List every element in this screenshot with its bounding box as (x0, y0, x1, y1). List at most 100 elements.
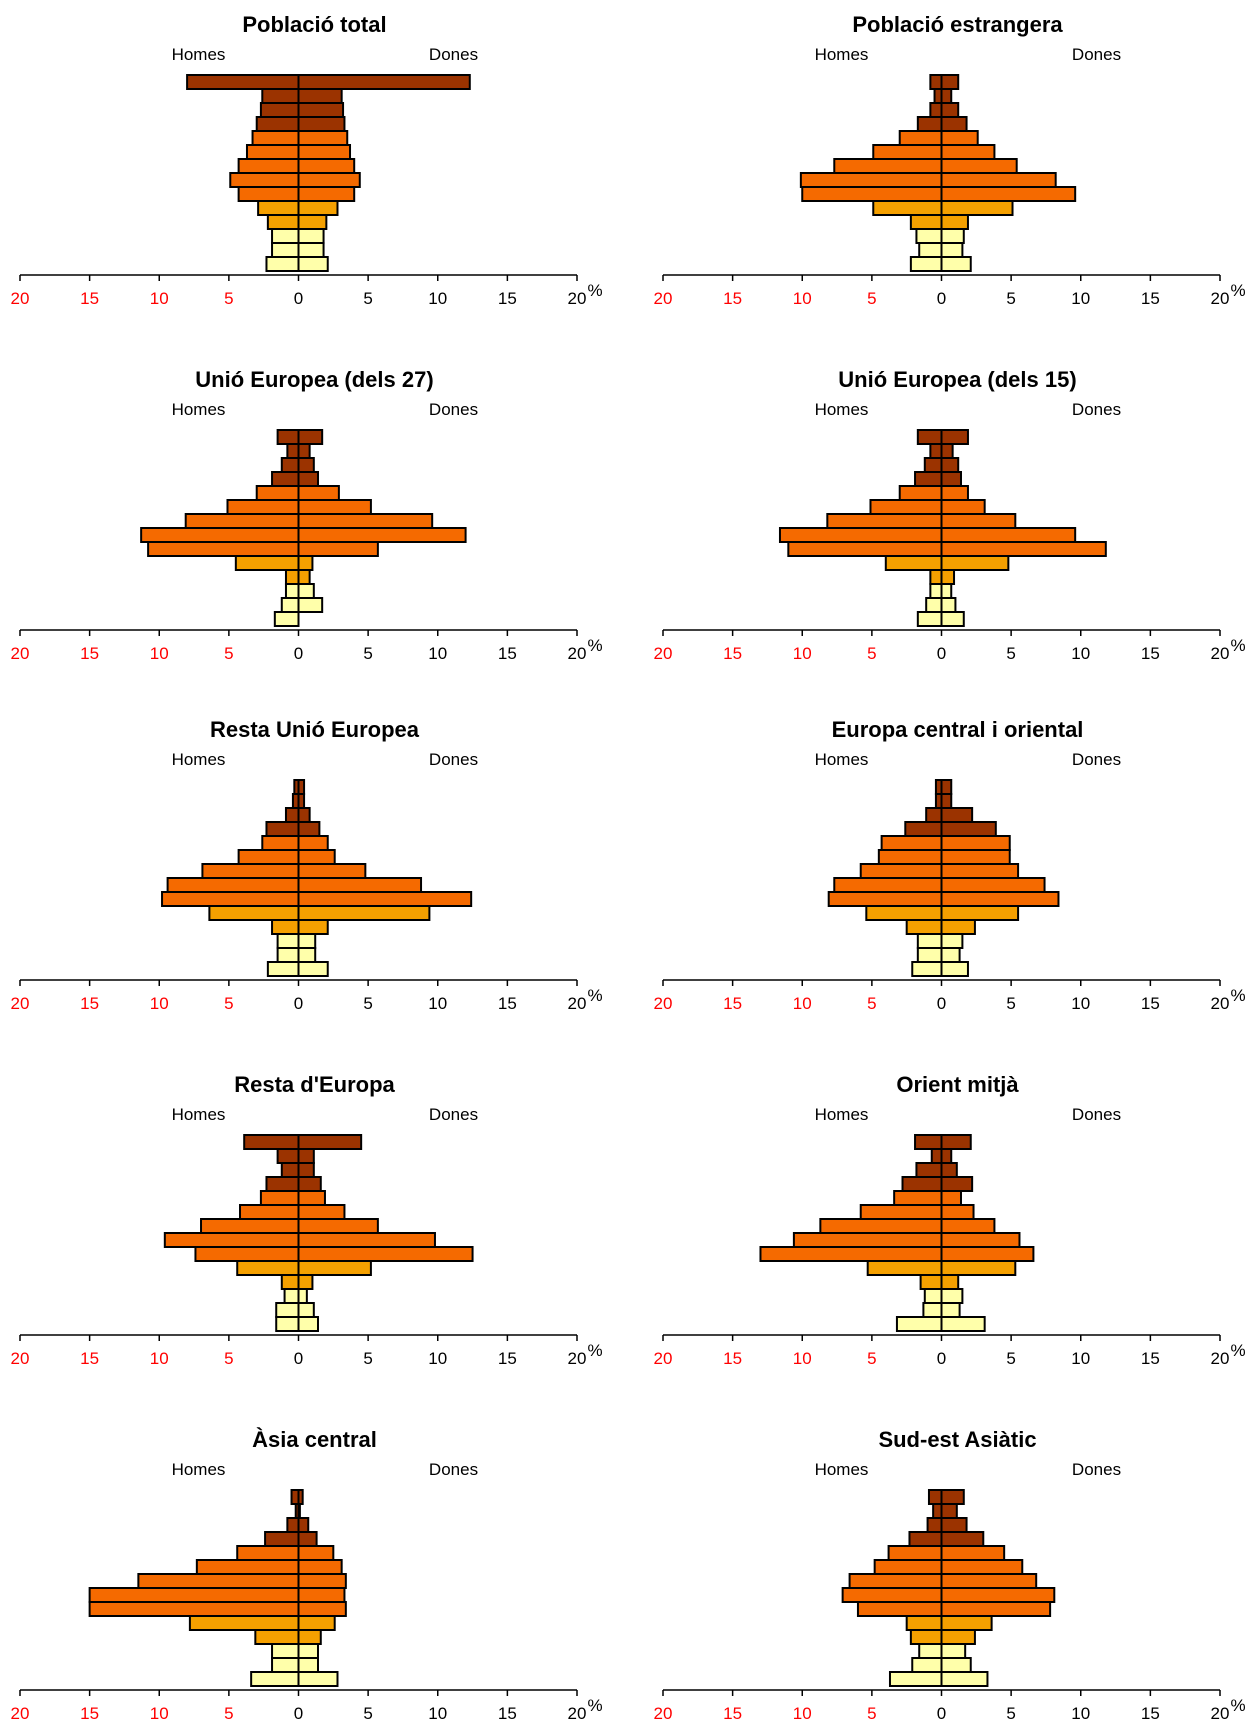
bar-men-8 (161, 891, 300, 907)
x-tick-label: 20 (1211, 994, 1230, 1013)
x-tick-label: 10 (793, 1349, 812, 1368)
unit-label: % (587, 1696, 602, 1715)
bar-women-0 (297, 429, 324, 445)
bar-women-2 (297, 807, 311, 823)
bar-men-13 (275, 1316, 300, 1332)
x-tick-label: 20 (1211, 644, 1230, 663)
bar-men-3 (265, 1176, 300, 1192)
men-label: Homes (815, 45, 869, 64)
bar-women-5 (940, 144, 996, 160)
bar-men-8 (801, 186, 943, 202)
bar-men-4 (898, 130, 943, 146)
men-label: Homes (815, 400, 869, 419)
bar-men-0 (916, 429, 943, 445)
x-tick-label: 5 (363, 1704, 372, 1723)
bar-women-8 (940, 891, 1060, 907)
bar-women-7 (297, 1587, 346, 1603)
bar-women-0 (297, 1134, 363, 1150)
bar-men-7 (88, 1587, 300, 1603)
bar-women-12 (297, 242, 325, 258)
bar-women-8 (940, 541, 1107, 557)
bar-men-2 (929, 102, 943, 118)
men-label: Homes (815, 1460, 869, 1479)
bar-men-3 (901, 1176, 943, 1192)
x-tick-label: 15 (1141, 289, 1160, 308)
bar-men-8 (194, 1246, 300, 1262)
bar-women-7 (297, 1232, 436, 1248)
bar-women-13 (940, 1316, 986, 1332)
men-label: Homes (172, 45, 226, 64)
women-label: Dones (429, 400, 478, 419)
bar-women-0 (940, 779, 953, 795)
bar-women-4 (940, 485, 969, 501)
x-tick-label: 20 (568, 994, 587, 1013)
x-tick-label: 10 (150, 644, 169, 663)
x-tick-label: 5 (363, 644, 372, 663)
bar-men-11 (271, 228, 300, 244)
bar-men-6 (137, 1573, 300, 1589)
bar-men-1 (261, 88, 300, 104)
x-tick-label: 0 (294, 994, 303, 1013)
unit-label: % (587, 986, 602, 1005)
bar-men-9 (257, 200, 300, 216)
chart-title: Resta d'Europa (234, 1072, 395, 1097)
bar-women-3 (940, 821, 997, 837)
bar-men-13 (909, 256, 943, 272)
bar-men-13 (266, 961, 300, 977)
chart-title: Resta Unió Europea (210, 717, 420, 742)
bar-women-0 (940, 1134, 972, 1150)
x-tick-label: 20 (654, 289, 673, 308)
bar-women-4 (940, 1190, 962, 1206)
x-tick-label: 0 (937, 1349, 946, 1368)
bar-women-11 (940, 583, 953, 599)
bar-women-8 (297, 186, 356, 202)
x-tick-label: 0 (937, 644, 946, 663)
bar-women-10 (940, 214, 969, 230)
x-tick-label: 10 (150, 994, 169, 1013)
bar-women-8 (297, 541, 379, 557)
bar-men-4 (255, 485, 300, 501)
bar-men-11 (918, 1643, 943, 1659)
bar-women-5 (297, 1204, 346, 1220)
bar-men-12 (275, 1302, 300, 1318)
bar-women-9 (297, 200, 339, 216)
unit-label: % (1230, 1696, 1245, 1715)
bar-men-9 (188, 1615, 300, 1631)
unit-label: % (587, 281, 602, 300)
bar-women-13 (297, 1671, 339, 1687)
bar-men-12 (918, 242, 943, 258)
bar-men-9 (208, 905, 300, 921)
x-tick-label: 0 (294, 644, 303, 663)
bar-women-5 (297, 499, 372, 515)
bar-men-5 (877, 849, 943, 865)
bar-women-11 (297, 1643, 319, 1659)
bar-women-8 (297, 1246, 474, 1262)
pyramid-panel-6: Resta d'Europa Homes Dones 20 15 10 5 0 5 10 15 20% (11, 1072, 603, 1368)
bar-women-10 (297, 214, 328, 230)
bar-men-0 (186, 74, 300, 90)
bar-women-3 (297, 471, 319, 487)
bar-men-9 (905, 1615, 943, 1631)
men-label: Homes (172, 400, 226, 419)
x-tick-label: 10 (793, 289, 812, 308)
x-tick-label: 5 (363, 994, 372, 1013)
x-tick-label: 0 (937, 289, 946, 308)
bar-women-12 (297, 597, 324, 613)
bar-women-3 (297, 1176, 322, 1192)
x-tick-label: 15 (498, 644, 517, 663)
bar-women-11 (940, 1288, 964, 1304)
x-tick-label: 15 (723, 1349, 742, 1368)
bar-women-12 (940, 1657, 972, 1673)
x-tick-label: 5 (224, 1704, 233, 1723)
bar-women-6 (297, 158, 356, 174)
bar-men-11 (916, 933, 943, 949)
x-tick-label: 5 (1006, 644, 1015, 663)
bar-women-10 (940, 919, 976, 935)
bar-men-3 (271, 471, 300, 487)
bar-women-1 (940, 443, 954, 459)
chart-title: Europa central i oriental (832, 717, 1084, 742)
pyramid-panel-5: Europa central i oriental Homes Dones 20 15 1… (654, 717, 1246, 1013)
unit-label: % (1230, 636, 1245, 655)
bar-women-7 (940, 172, 1057, 188)
bar-women-9 (297, 1615, 336, 1631)
